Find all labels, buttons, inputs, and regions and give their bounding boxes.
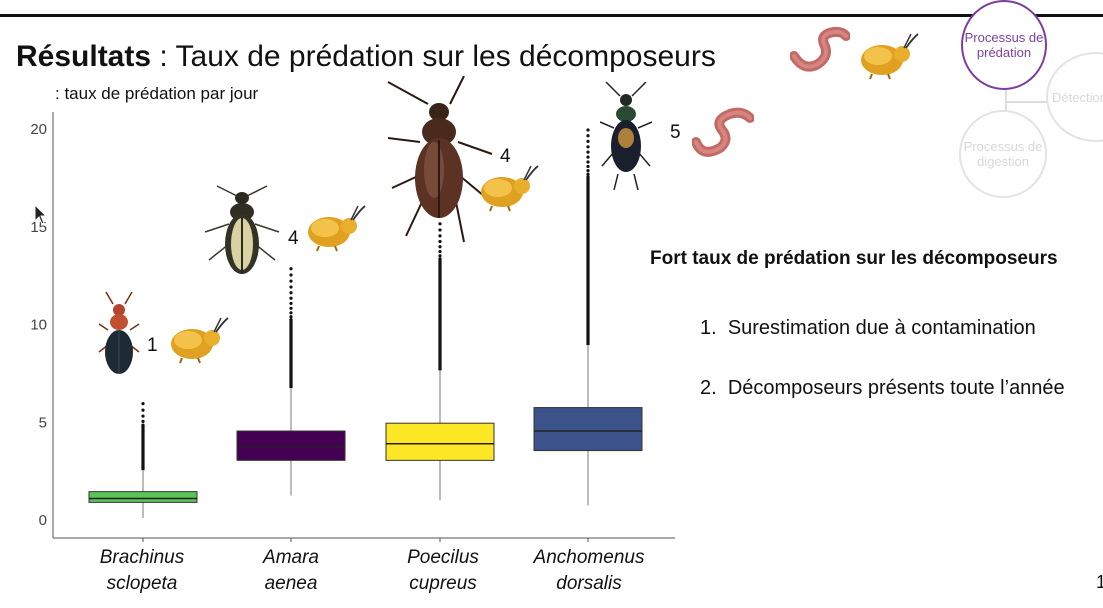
prey-count-badge: 1 bbox=[147, 335, 158, 356]
outlier-point bbox=[586, 139, 590, 143]
earthworm-icon bbox=[790, 26, 850, 72]
outlier-point bbox=[586, 155, 590, 159]
title-rule bbox=[0, 14, 1103, 17]
outlier-point bbox=[289, 273, 293, 277]
chart-subtitle: : taux de prédation par jour bbox=[55, 84, 259, 103]
outlier-point bbox=[289, 279, 293, 283]
outlier-point bbox=[586, 145, 590, 149]
outlier-point bbox=[141, 414, 145, 418]
outlier-point bbox=[141, 402, 145, 406]
box bbox=[236, 430, 346, 461]
slide-title: Résultats : Taux de prédation sur les dé… bbox=[16, 40, 716, 74]
x-tick-label: Amara aenea bbox=[263, 547, 319, 594]
prey-count-badge: 4 bbox=[288, 228, 299, 249]
outlier-point bbox=[438, 245, 442, 249]
outlier-point bbox=[438, 257, 442, 261]
outlier-point bbox=[289, 285, 293, 289]
outlier-point bbox=[141, 419, 145, 423]
beetle-icon bbox=[98, 291, 140, 374]
outlier-point bbox=[438, 239, 442, 244]
outlier-point bbox=[289, 291, 293, 295]
prey-count-badge: 5 bbox=[670, 122, 681, 143]
list-item: 1. Surestimation due à contamination bbox=[700, 317, 1036, 339]
x-tick-label: Poecilus cupreus bbox=[407, 547, 479, 594]
y-tick-label: 5 bbox=[39, 414, 47, 431]
title-bold: Résultats bbox=[16, 40, 152, 73]
outlier-point bbox=[289, 301, 293, 306]
page-number: 1 bbox=[1096, 572, 1103, 592]
outlier-point bbox=[289, 267, 293, 271]
outlier-point bbox=[438, 254, 442, 258]
springtail-icon bbox=[861, 33, 919, 80]
springtail-icon bbox=[481, 165, 539, 212]
springtail-icon bbox=[171, 317, 229, 364]
title-rest: : Taux de prédation sur les décomposeurs bbox=[151, 40, 716, 73]
beetle-icon bbox=[204, 185, 280, 274]
diagram-node-predation: Processus de prédation bbox=[961, 0, 1047, 90]
outlier-point bbox=[289, 306, 293, 310]
outlier-point bbox=[289, 296, 293, 300]
outlier-point bbox=[586, 164, 590, 169]
outlier-point bbox=[438, 228, 442, 232]
outlier-point bbox=[586, 134, 590, 138]
springtail-icon bbox=[308, 205, 366, 252]
box bbox=[385, 422, 495, 461]
outlier-point bbox=[289, 315, 293, 319]
outlier-point bbox=[438, 250, 442, 254]
outlier-point bbox=[586, 175, 590, 179]
beetle-icon bbox=[600, 82, 652, 191]
earthworm-icon bbox=[692, 107, 754, 157]
y-tick-label: 0 bbox=[39, 512, 47, 529]
outlier-point bbox=[289, 311, 293, 315]
mouse-cursor-icon bbox=[34, 204, 48, 225]
y-tick-label: 10 bbox=[30, 317, 47, 334]
list-item: 2. Décomposeurs présents toute l’année bbox=[700, 377, 1065, 399]
outlier-point bbox=[586, 160, 590, 164]
outlier-point bbox=[438, 222, 442, 226]
conclusion-heading: Fort taux de prédation sur les décompose… bbox=[650, 248, 1058, 269]
x-tick-label: Anchomenus dorsalis bbox=[533, 547, 645, 594]
outlier-point bbox=[289, 317, 293, 322]
outlier-point bbox=[141, 408, 145, 412]
diagram-node-detection: Détection bbox=[1046, 52, 1103, 142]
x-tick-label: Brachinus sclopeta bbox=[99, 547, 185, 594]
outlier-point bbox=[586, 172, 590, 176]
outlier-point bbox=[586, 150, 590, 154]
beetle-icon bbox=[387, 76, 493, 243]
outlier-point bbox=[141, 423, 145, 427]
diagram-node-digestion: Processus de digestion bbox=[959, 110, 1047, 198]
prey-count-badge: 4 bbox=[500, 146, 511, 167]
outlier-point bbox=[586, 128, 590, 132]
outlier-point bbox=[438, 234, 442, 238]
y-tick-label: 20 bbox=[30, 121, 47, 138]
outlier-point bbox=[586, 168, 590, 173]
diagram-connector bbox=[1005, 88, 1056, 110]
box bbox=[533, 407, 643, 452]
box bbox=[88, 491, 198, 503]
